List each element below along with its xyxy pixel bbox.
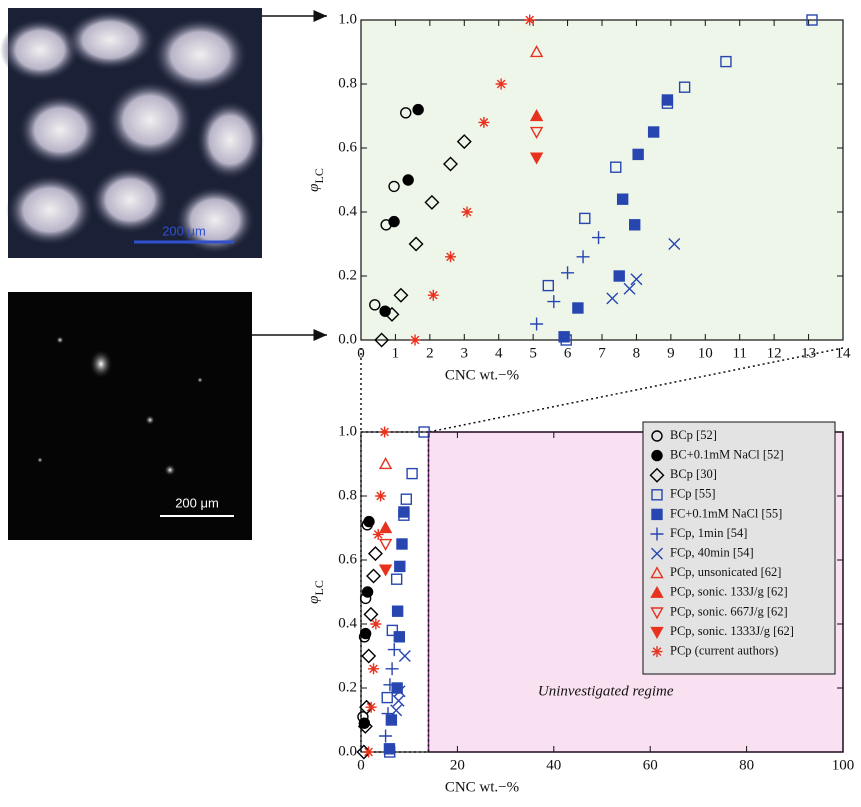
data-point xyxy=(614,271,624,281)
data-point xyxy=(361,629,371,639)
legend-label: PCp (current authors) xyxy=(670,643,778,657)
data-point xyxy=(573,303,583,313)
legend-label: BC+0.1mM NaCl [52] xyxy=(670,447,784,461)
y-tick-label: 0.4 xyxy=(338,615,357,631)
micrograph-top: 200 μm xyxy=(0,8,264,258)
y-axis-label: φLC xyxy=(306,168,325,192)
x-tick-label: 10 xyxy=(698,345,713,361)
x-tick-label: 100 xyxy=(832,757,855,773)
data-point xyxy=(397,539,407,549)
x-tick-label: 60 xyxy=(643,757,658,773)
data-point xyxy=(630,220,640,230)
data-point xyxy=(478,117,489,128)
x-tick-label: 3 xyxy=(461,345,469,361)
legend-label: BCp [52] xyxy=(670,428,717,442)
legend-label: PCp, sonic. 133J/g [62] xyxy=(670,585,788,599)
x-tick-label: 13 xyxy=(801,345,816,361)
data-point xyxy=(384,744,394,754)
data-point xyxy=(395,561,405,571)
y-tick-label: 0.6 xyxy=(338,139,357,155)
data-point xyxy=(662,95,672,105)
x-tick-label: 80 xyxy=(739,757,754,773)
data-point xyxy=(524,15,535,26)
y-tick-label: 1.0 xyxy=(338,11,357,27)
y-tick-label: 0.8 xyxy=(338,487,357,503)
x-tick-label: 14 xyxy=(836,345,852,361)
x-tick-label: 8 xyxy=(633,345,641,361)
data-point xyxy=(633,149,643,159)
x-tick-label: 6 xyxy=(564,345,572,361)
y-axis-symbol: φ xyxy=(306,184,322,192)
y-tick-label: 0.2 xyxy=(338,267,357,283)
data-point xyxy=(364,517,374,527)
legend-label: PCp, sonic. 1333J/g [62] xyxy=(670,624,794,638)
y-tick-label: 0.6 xyxy=(338,551,357,567)
data-point xyxy=(559,332,569,342)
data-point xyxy=(445,251,456,262)
data-point xyxy=(399,507,409,517)
legend-label: FCp [55] xyxy=(670,487,716,501)
data-point xyxy=(618,194,628,204)
micrograph-bottom: 200 μm xyxy=(8,292,252,540)
figure: 200 μm 200 μm 012345678910111213140.00.2… xyxy=(0,0,861,807)
data-point xyxy=(393,606,403,616)
x-tick-label: 0 xyxy=(357,757,365,773)
data-point xyxy=(403,175,413,185)
legend-label: FCp, 1min [54] xyxy=(670,526,747,540)
y-tick-label: 0.0 xyxy=(338,743,357,759)
data-point xyxy=(462,207,473,218)
legend-marker xyxy=(652,509,662,519)
data-point xyxy=(389,217,399,227)
data-point xyxy=(413,105,423,115)
x-tick-label: 11 xyxy=(732,345,746,361)
data-point xyxy=(375,491,386,502)
x-tick-label: 9 xyxy=(667,345,675,361)
y-tick-label: 1.0 xyxy=(338,423,357,439)
y-tick-label: 0.4 xyxy=(338,203,357,219)
x-tick-label: 4 xyxy=(495,345,503,361)
legend-marker xyxy=(652,646,663,657)
x-tick-label: 40 xyxy=(546,757,561,773)
legend-label: PCp, sonic. 667J/g [62] xyxy=(670,604,788,618)
annotation: Uninvestigated regime xyxy=(538,683,674,699)
y-axis-symbol: φ xyxy=(306,596,322,604)
x-tick-label: 20 xyxy=(450,757,465,773)
data-point xyxy=(410,335,421,346)
legend-label: PCp, unsonicated [62] xyxy=(670,565,781,579)
y-tick-label: 0.8 xyxy=(338,75,357,91)
x-axis-label: CNC wt.−% xyxy=(445,367,519,383)
x-tick-label: 5 xyxy=(529,345,537,361)
x-tick-label: 2 xyxy=(426,345,434,361)
y-axis-subscript: LC xyxy=(312,168,326,183)
legend-label: BCp [30] xyxy=(670,467,717,481)
x-axis-label: CNC wt.−% xyxy=(445,779,519,795)
scale-label: 200 μm xyxy=(175,495,219,510)
scale-label: 200 μm xyxy=(162,223,206,238)
y-tick-label: 0.0 xyxy=(338,331,357,347)
x-tick-label: 7 xyxy=(598,345,606,361)
y-axis-subscript: LC xyxy=(312,580,326,595)
x-tick-label: 1 xyxy=(392,345,400,361)
data-point xyxy=(373,529,384,540)
y-tick-label: 0.2 xyxy=(338,679,357,695)
y-axis-label: φLC xyxy=(306,580,325,604)
legend-label: FCp, 40min [54] xyxy=(670,545,754,559)
x-tick-label: 12 xyxy=(767,345,782,361)
legend-label: FC+0.1mM NaCl [55] xyxy=(670,506,782,520)
data-point xyxy=(363,587,373,597)
legend-marker xyxy=(652,451,662,461)
data-point xyxy=(394,632,404,642)
data-point xyxy=(649,127,659,137)
